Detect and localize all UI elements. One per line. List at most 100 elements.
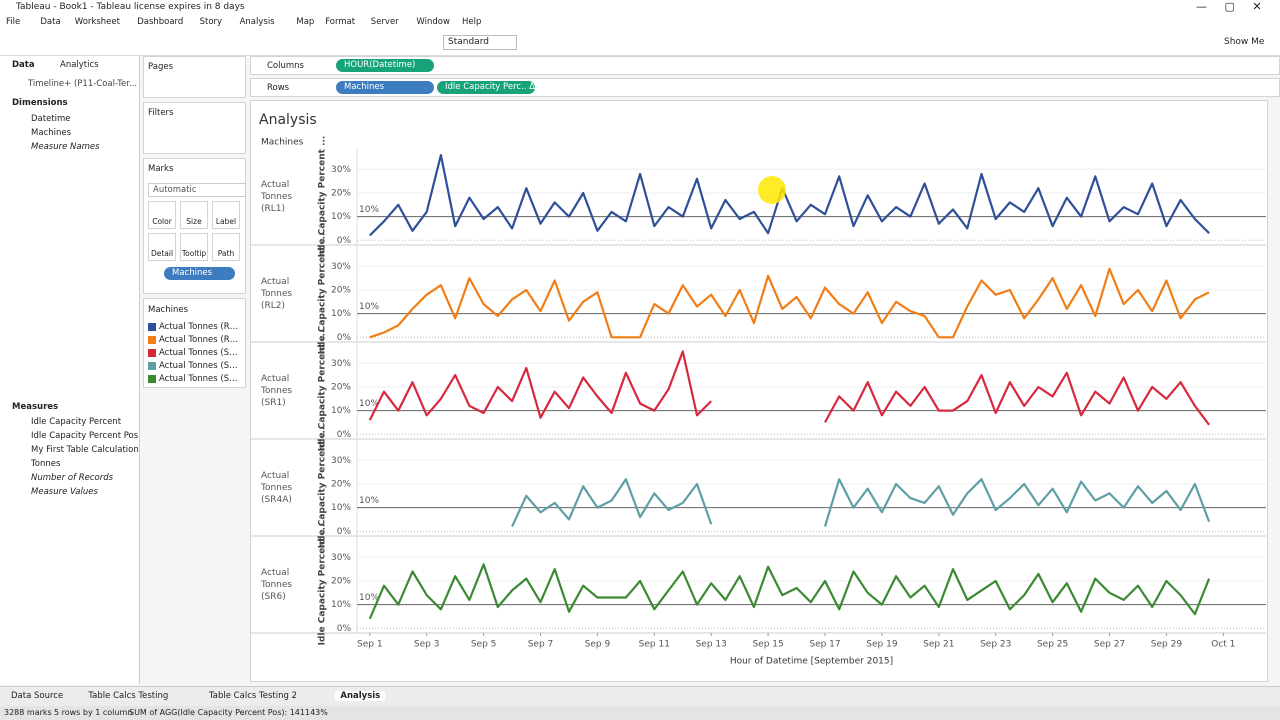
mark-pill[interactable]: Machines bbox=[164, 267, 235, 280]
legend-entry[interactable]: Actual Tonnes (RL1) bbox=[159, 322, 241, 332]
toolbar: Standard Show Me bbox=[0, 30, 1280, 56]
mark-button-label: Label bbox=[215, 217, 237, 226]
series-line bbox=[511, 478, 1211, 527]
row-pill[interactable]: Idle Capacity Perc.. Δ bbox=[437, 81, 535, 94]
window-controls[interactable]: — ▢ ✕ bbox=[1196, 0, 1262, 13]
pages-card: Pages bbox=[143, 56, 246, 98]
reference-label: 10% bbox=[359, 205, 379, 215]
column-pill[interactable]: HOUR(Datetime) bbox=[336, 59, 434, 72]
mark-button-label: Size bbox=[186, 217, 202, 226]
y-axis-title: Idle Capacity Percent ... bbox=[318, 524, 328, 646]
menu-item[interactable]: Story bbox=[199, 17, 223, 27]
row-pill[interactable]: Machines bbox=[336, 81, 434, 94]
x-tick-label: Sep 19 bbox=[866, 640, 898, 650]
sheet-tab[interactable]: Table Calcs Testing bbox=[88, 691, 169, 701]
menu-item[interactable]: File bbox=[6, 17, 21, 27]
legend-entry[interactable]: Actual Tonnes (SR4A) bbox=[159, 361, 241, 371]
menu-item[interactable]: Data bbox=[40, 17, 61, 27]
y-axis-title: Idle Capacity Percent ... bbox=[318, 427, 328, 549]
y-tick-label: 10% bbox=[331, 309, 351, 319]
menu-bar: File Data Worksheet Dashboard Story Analysis M… bbox=[0, 14, 1280, 30]
menu-item[interactable]: Worksheet bbox=[74, 17, 120, 27]
window-title: Tableau - Book1 - Tableau license expire… bbox=[16, 2, 245, 12]
row-header-title: Machines bbox=[261, 138, 304, 148]
mark-button[interactable]: Color bbox=[148, 201, 176, 229]
measure-field[interactable]: Tonnes bbox=[31, 459, 61, 469]
y-tick-label: 10% bbox=[331, 406, 351, 416]
sheet-tab[interactable]: Data Source bbox=[11, 691, 64, 701]
measure-field[interactable]: Number of Records bbox=[31, 473, 114, 483]
data-source[interactable]: Timeline+ (P11-Coal-Ter... bbox=[28, 79, 138, 89]
x-tick-label: Sep 17 bbox=[809, 640, 840, 650]
legend-entry[interactable]: Actual Tonnes (SR6) bbox=[159, 374, 241, 384]
mark-button[interactable]: Tooltip bbox=[180, 233, 208, 261]
y-axis-title: Idle Capacity Percent ... bbox=[318, 136, 328, 258]
measure-field[interactable]: Idle Capacity Percent Pos bbox=[31, 431, 139, 441]
view: Analysis Machines Actual Tonnes (RL1) Idle … bbox=[250, 100, 1268, 682]
measure-field[interactable]: Idle Capacity Percent bbox=[31, 417, 122, 427]
measure-field[interactable]: My First Table Calculation bbox=[31, 445, 139, 455]
y-axis-title: Idle Capacity Percent ... bbox=[318, 330, 328, 452]
status-bar: 3288 marks 5 rows by 1 column SUM of AGG(I… bbox=[0, 706, 1280, 720]
dimension-field[interactable]: Datetime bbox=[31, 114, 71, 124]
menu-item[interactable]: Format bbox=[325, 17, 356, 27]
menu-item[interactable]: Help bbox=[462, 17, 482, 27]
y-tick-label: 0% bbox=[337, 333, 352, 343]
legend-entry[interactable]: Actual Tonnes (RL2) bbox=[159, 335, 241, 345]
series-line bbox=[368, 563, 1211, 620]
row-header: Actual Tonnes (SR1) bbox=[260, 374, 292, 408]
y-tick-label: 30% bbox=[331, 262, 351, 272]
legend-card: Machines Actual Tonnes (RL1) Actual Tonnes… bbox=[143, 298, 246, 388]
x-tick-label: Sep 3 bbox=[414, 640, 440, 650]
dimension-field[interactable]: Machines bbox=[31, 128, 72, 138]
x-tick-label: Oct 1 bbox=[1211, 640, 1235, 650]
y-tick-label: 0% bbox=[337, 236, 352, 246]
mark-button[interactable]: Detail bbox=[148, 233, 176, 261]
fit-dropdown[interactable]: Standard bbox=[443, 35, 517, 50]
mark-button[interactable]: Label bbox=[212, 201, 240, 229]
row-header: Actual Tonnes (SR6) bbox=[260, 568, 292, 602]
x-tick-label: Sep 1 bbox=[357, 640, 383, 650]
menu-item[interactable]: Server bbox=[370, 17, 399, 27]
dimension-field[interactable]: Measure Names bbox=[31, 142, 100, 152]
filters-card: Filters bbox=[143, 102, 246, 154]
mark-button[interactable]: Size bbox=[180, 201, 208, 229]
marks-title: Marks bbox=[148, 164, 174, 174]
data-tab[interactable]: Data bbox=[12, 60, 35, 70]
pages-title: Pages bbox=[148, 62, 174, 72]
menu-item[interactable]: Map bbox=[296, 17, 315, 27]
y-tick-label: 0% bbox=[337, 527, 352, 537]
measure-field[interactable]: Measure Values bbox=[31, 487, 98, 497]
sheet-tab[interactable]: Analysis bbox=[335, 691, 386, 701]
mark-type[interactable]: Automatic bbox=[148, 183, 246, 197]
title-bar: Tableau - Book1 - Tableau license expire… bbox=[0, 0, 1280, 14]
shelves: Columns HOUR(Datetime) Rows Machines Idle Ca… bbox=[250, 56, 1280, 98]
cursor-highlight bbox=[758, 176, 786, 204]
reference-label: 10% bbox=[359, 496, 379, 506]
sheet-tab[interactable]: Table Calcs Testing 2 bbox=[209, 691, 297, 701]
show-me-button[interactable]: Show Me bbox=[1224, 37, 1265, 47]
menu-item[interactable]: Analysis bbox=[239, 17, 275, 27]
series-line bbox=[369, 267, 1210, 339]
y-axis-title: Idle Capacity Percent ... bbox=[318, 233, 328, 355]
y-tick-label: 30% bbox=[331, 553, 351, 563]
sheet-title: Analysis bbox=[259, 112, 317, 128]
y-tick-label: 20% bbox=[331, 188, 351, 198]
legend-swatch bbox=[148, 336, 156, 344]
menu-item[interactable]: Window bbox=[416, 17, 450, 27]
reference-label: 10% bbox=[359, 399, 379, 409]
row-header: Actual Tonnes (RL2) bbox=[260, 277, 292, 311]
row-header: Actual Tonnes (SR4A) bbox=[260, 471, 292, 505]
menu-item[interactable]: Dashboard bbox=[137, 17, 184, 27]
analytics-tab[interactable]: Analytics bbox=[60, 60, 99, 70]
y-tick-label: 20% bbox=[331, 479, 351, 489]
mark-button[interactable]: Path bbox=[212, 233, 240, 261]
y-tick-label: 0% bbox=[337, 624, 352, 634]
measures-title: Measures bbox=[12, 402, 59, 412]
sheet-tabs: Data Source Table Calcs Testing Table Calc… bbox=[0, 686, 1280, 707]
y-tick-label: 10% bbox=[331, 600, 351, 610]
rows-label: Rows bbox=[267, 83, 290, 93]
mark-button-label: Color bbox=[152, 217, 172, 226]
y-tick-label: 0% bbox=[337, 430, 352, 440]
legend-entry[interactable]: Actual Tonnes (SR1) bbox=[159, 348, 241, 358]
